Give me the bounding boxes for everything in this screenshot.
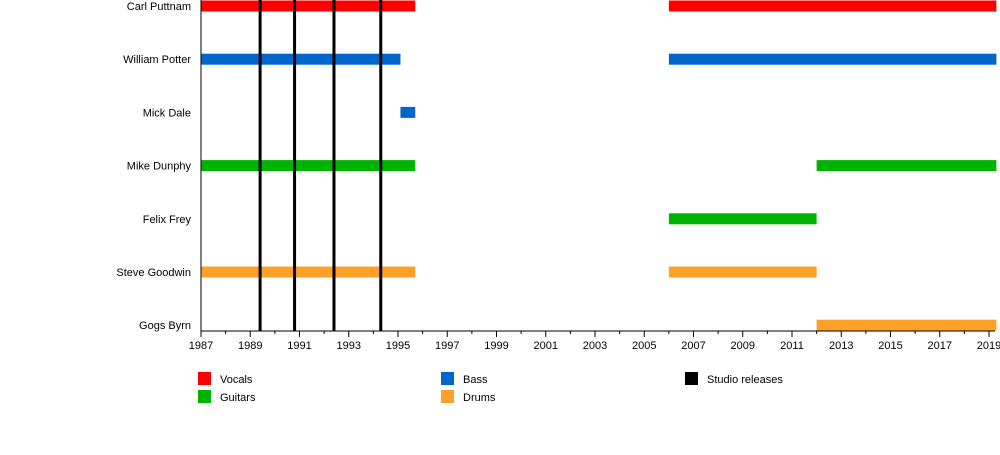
bar-guitars xyxy=(201,160,416,172)
x-tick-label: 1999 xyxy=(484,340,508,352)
bar-drums xyxy=(201,266,416,278)
x-tick-label: 2009 xyxy=(731,340,755,352)
legend-swatch-drums xyxy=(441,390,454,403)
member-label: Steve Goodwin xyxy=(116,267,191,279)
x-tick-label: 1997 xyxy=(435,340,459,352)
member-label: Carl Puttnam xyxy=(127,1,191,13)
bar-bass xyxy=(668,53,997,65)
x-tick-label: 1987 xyxy=(189,340,213,352)
x-tick-label: 2001 xyxy=(534,340,558,352)
bar-drums xyxy=(816,319,997,331)
legend-swatch-vocals xyxy=(198,372,211,385)
bar-vocals xyxy=(668,0,997,12)
member-label: Felix Frey xyxy=(143,214,192,226)
bar-bass xyxy=(400,106,416,118)
x-tick-label: 2005 xyxy=(632,340,656,352)
legend-label: Drums xyxy=(463,392,496,404)
x-tick-label: 1993 xyxy=(337,340,361,352)
x-tick-label: 1989 xyxy=(238,340,262,352)
legend-label: Vocals xyxy=(220,374,253,386)
legend-swatch-bass xyxy=(441,372,454,385)
x-tick-label: 2017 xyxy=(928,340,952,352)
x-tick-label: 1991 xyxy=(287,340,311,352)
x-tick-label: 2015 xyxy=(878,340,902,352)
x-tick-label: 1995 xyxy=(386,340,410,352)
legend-swatch-studio-releases xyxy=(685,372,698,385)
bar-guitars xyxy=(668,213,817,225)
bar-bass xyxy=(201,53,401,65)
bar-vocals xyxy=(201,0,416,12)
member-label: Mick Dale xyxy=(143,107,191,119)
x-tick-label: 2003 xyxy=(583,340,607,352)
legend-label: Guitars xyxy=(220,392,256,404)
legend-swatch-guitars xyxy=(198,390,211,403)
x-tick-label: 2019 xyxy=(977,340,1000,352)
member-label: William Potter xyxy=(123,54,191,66)
legend-label: Bass xyxy=(463,374,488,386)
x-tick-label: 2011 xyxy=(780,340,804,352)
member-label: Mike Dunphy xyxy=(127,161,192,173)
legend-label: Studio releases xyxy=(707,374,783,386)
bar-guitars xyxy=(816,160,997,172)
x-tick-label: 2007 xyxy=(681,340,705,352)
member-label: Gogs Byrn xyxy=(139,320,191,332)
bar-drums xyxy=(668,266,817,278)
x-tick-label: 2013 xyxy=(829,340,853,352)
